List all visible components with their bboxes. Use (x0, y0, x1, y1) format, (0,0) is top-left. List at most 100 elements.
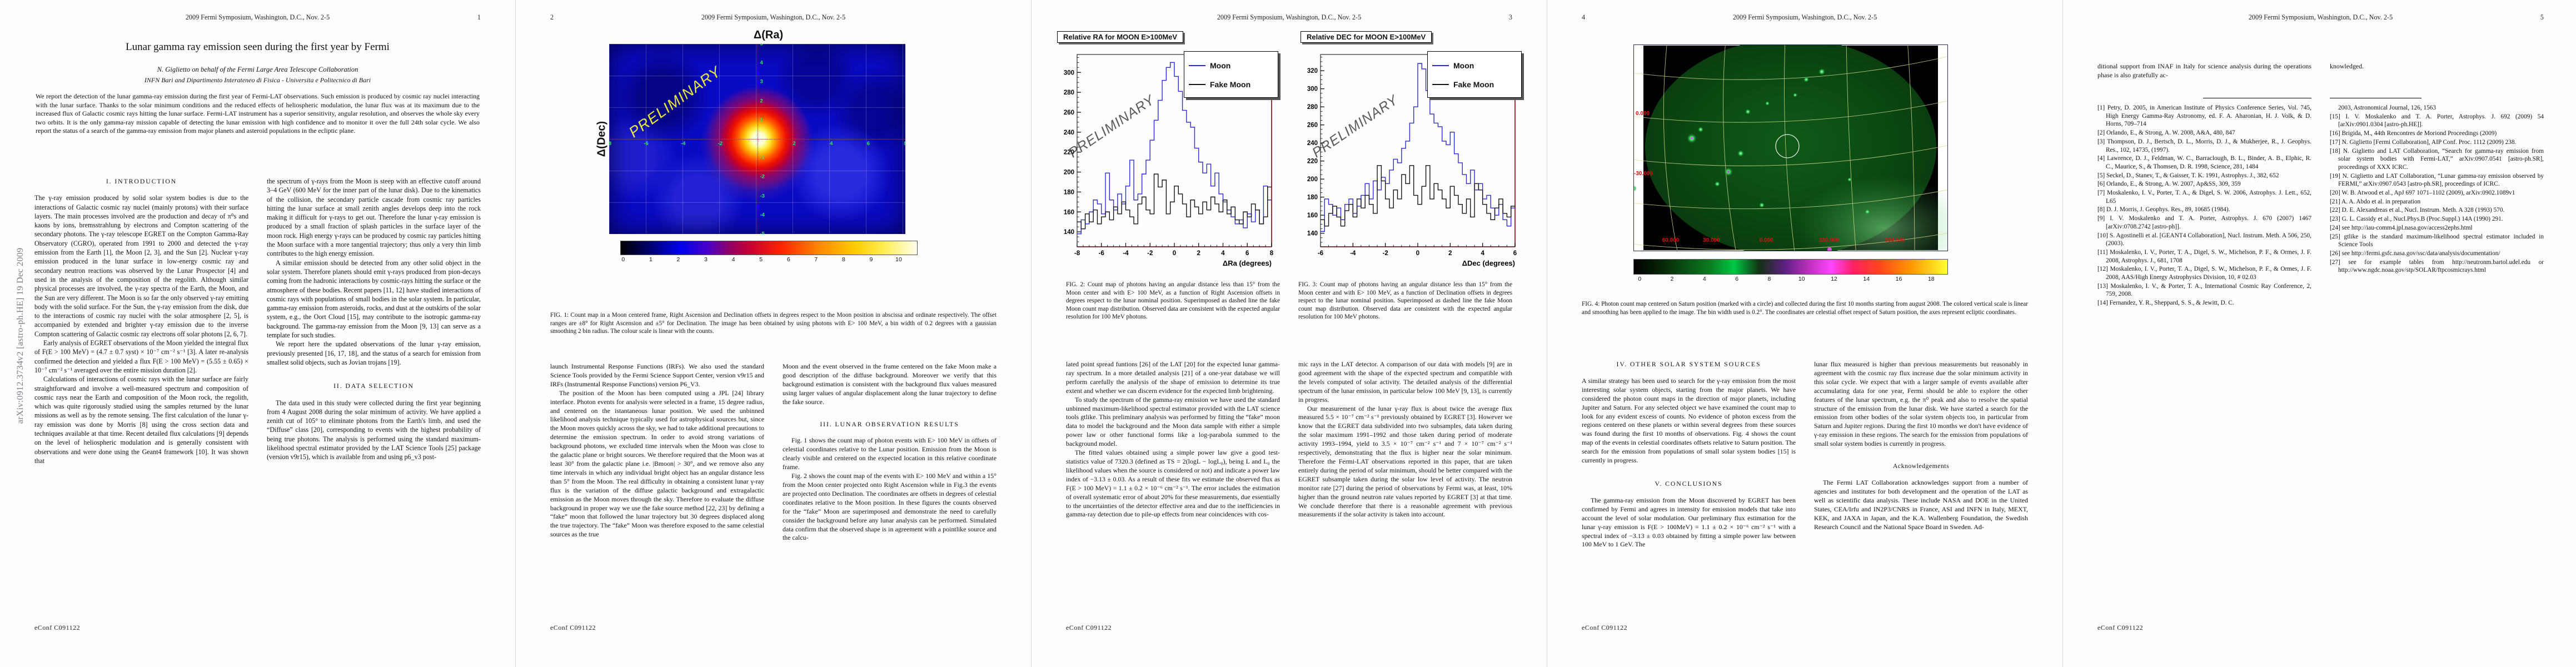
svg-text:4: 4 (1221, 250, 1225, 257)
figure-2-caption: FIG. 2: Count map of photons having an a… (1066, 281, 1280, 321)
x-tick-label: -8 (609, 141, 611, 147)
figure-4-caption: FIG. 4: Photon count map centered on Sat… (1582, 301, 2028, 316)
reference-item: [14] Fernandez, Y. R., Sheppard, S. S., … (2097, 300, 2234, 307)
page-number: 2 (550, 13, 554, 21)
page2-right-column: Moon and the event observed in the frame… (783, 362, 996, 542)
reference-item: [9] I. V. Moskalenko and T. A. Porter, A… (2097, 215, 2311, 230)
reference-item: [26] see http://fermi.gsfc.nasa.gov/ssc/… (2330, 250, 2500, 257)
figure-1-ylabel: Δ(Dec) (595, 121, 608, 157)
reference-item: [8] D. J. Morris, J. Geophys. Res., 89, … (2097, 206, 2230, 213)
moon-line-swatch (1189, 65, 1205, 66)
y-tick-label: 1 (760, 117, 763, 123)
coordinate-label: 60.000 (1662, 237, 1680, 243)
reference-item: [4] Lawrence, D. J., Feldman, W. C., Bar… (2097, 155, 2311, 170)
page2-columns: launch Instrumental Response Functions (… (550, 362, 996, 542)
svg-text:160: 160 (1064, 209, 1074, 216)
colorbar-tick: 7 (814, 256, 818, 263)
figure-2-histogram-ra: Relative RA for MOON E>100MeV PRELIMINAR… (1052, 31, 1278, 270)
reference-item: [2] Orlando, E., & Strong, A. W. 2008, A… (2097, 130, 2235, 137)
bright-limb-glow (1795, 176, 1947, 251)
svg-text:8: 8 (1270, 250, 1274, 257)
legend-label: Fake Moon (1453, 80, 1494, 89)
paragraph: the spectrum of γ-rays from the Moon is … (267, 177, 481, 258)
svg-text:-6: -6 (1318, 250, 1323, 257)
figure-3-caption: FIG. 3: Count map of photons having an a… (1298, 281, 1512, 321)
running-header: 2009 Fermi Symposium, Washington, D.C., … (1582, 13, 2028, 22)
colorbar-tick: 12 (1831, 276, 1837, 282)
svg-text:-4: -4 (1123, 250, 1129, 257)
colorbar-tick: 6 (786, 256, 790, 263)
section-heading-conclusions: V. CONCLUSIONS (1655, 479, 1723, 487)
section-heading-lunar-results: III. LUNAR OBSERVATION RESULTS (820, 420, 959, 428)
reference-item: [7] Moskalenko, I. V., Porter, T. A., & … (2097, 190, 2311, 205)
section-heading-data-selection: II. DATA SELECTION (333, 382, 414, 390)
svg-text:240: 240 (1307, 140, 1318, 147)
paragraph: The γ-ray emission produced by solid sol… (34, 194, 248, 338)
y-tick-label: 2 (760, 98, 763, 104)
references: [1] Petry, D. 2005, in American Institut… (2097, 98, 2544, 308)
figure-1-map: PRELIMINARY -8 -6 -4 -2 2 4 6 8 5 4 3 2 1 -1 -2 -3 -4 -5 (609, 44, 905, 234)
reference-item: [27] see for example tables from http://… (2330, 258, 2544, 274)
running-header-title: 2009 Fermi Symposium, Washington, D.C., … (2248, 13, 2393, 21)
acknowledgements-heading: Acknowledgements (1892, 462, 1950, 470)
affiliation: INFN Bari and Dipartimento Interateneo d… (144, 76, 371, 84)
svg-text:-8: -8 (1074, 250, 1080, 257)
reference-item: [23] G. L. Cassidy et al., Nucl.Phys.B (… (2330, 216, 2503, 223)
figure-4-saturn-map: 0.000 -30.000 60.000 30.000 0.000 330.000 300.… (1633, 44, 1948, 283)
page-1: arXiv:0912.3734v2 [astro-ph.HE] 19 Dec 2… (0, 0, 515, 667)
figure-4-frame: 0.000 -30.000 60.000 30.000 0.000 330.000 300.… (1633, 44, 1948, 251)
legend-item-moon: Moon (1189, 56, 1273, 75)
colorbar-tick: 5 (759, 256, 763, 263)
ecliptic-grid-lines (1634, 45, 1947, 251)
reference-item: [13] Moskalenko, I. V., & Porter, T. A.,… (2097, 282, 2311, 298)
page-2: 2009 Fermi Symposium, Washington, D.C., … (515, 0, 1031, 667)
footer-econf: eConf C091122 (34, 624, 81, 631)
paragraph: ditional support from INAF in Italy for … (2097, 62, 2311, 79)
fake-moon-line-swatch (1189, 84, 1205, 85)
colorbar-tick: 8 (841, 256, 845, 263)
footer-econf: eConf C091122 (1066, 624, 1112, 631)
svg-text:280: 280 (1307, 104, 1318, 111)
page5-top-columns: ditional support from INAF in Italy for … (2097, 62, 2544, 80)
page-number: 5 (2540, 13, 2544, 21)
section-heading-other-sources: IV. OTHER SOLAR SYSTEM SOURCES (1616, 360, 1761, 368)
running-header: 2009 Fermi Symposium, Washington, D.C., … (34, 13, 481, 22)
svg-text:200: 200 (1064, 170, 1074, 176)
fake-moon-line-swatch (1432, 84, 1449, 85)
paragraph: Our measurement of the lunar γ-ray flux … (1298, 404, 1512, 519)
svg-text:160: 160 (1307, 212, 1318, 219)
paragraph: The Fermi LAT Collaboration acknowledges… (1814, 478, 2028, 531)
svg-text:180: 180 (1307, 195, 1318, 201)
page4-left-column: IV. OTHER SOLAR SYSTEM SOURCES A similar… (1582, 360, 1796, 549)
reference-item: [19] N. Giglietto and LAT Collaboration,… (2330, 172, 2544, 188)
colorbar-tick: 14 (1863, 276, 1870, 282)
page3-left-column: lated point spread funtions [26] of the … (1066, 360, 1280, 519)
reference-item: [1] Petry, D. 2005, in American Institut… (2097, 104, 2311, 128)
svg-text:260: 260 (1307, 122, 1318, 129)
reference-item: [20] W. B. Atwood et al., ApJ 697 1071–1… (2330, 190, 2515, 197)
running-header-title: 2009 Fermi Symposium, Washington, D.C., … (701, 13, 846, 21)
svg-text:0: 0 (1173, 250, 1176, 257)
footer-econf: eConf C091122 (550, 624, 596, 631)
running-header: 2009 Fermi Symposium, Washington, D.C., … (1066, 13, 1512, 22)
reference-item: [10] S. Agostinelli et al. [GEANT4 Colla… (2097, 232, 2311, 247)
paragraph: Fig. 1 shows the count map of photon eve… (783, 436, 996, 471)
colorbar-tick: 10 (895, 256, 902, 263)
page1-right-column: the spectrum of γ-rays from the Moon is … (267, 177, 481, 465)
coordinate-label: 0.000 (1759, 237, 1773, 243)
paragraph: The position of the Moon has been comput… (550, 389, 764, 539)
references-right-column: 2003, Astronomical Journal, 126, 1563 [1… (2330, 98, 2544, 308)
running-header-title: 2009 Fermi Symposium, Washington, D.C., … (185, 13, 330, 21)
page-5: 2009 Fermi Symposium, Washington, D.C., … (2062, 0, 2576, 667)
x-tick-label: -2 (718, 141, 723, 147)
saturn-map-graphic (1634, 45, 1947, 251)
colorbar-tick: 6 (1735, 276, 1739, 282)
page4-columns: IV. OTHER SOLAR SYSTEM SOURCES A similar… (1582, 360, 2028, 549)
y-tick-label: 4 (760, 59, 763, 66)
paragraph: We report here the updated observations … (267, 340, 481, 366)
colorbar-tick: 8 (1767, 276, 1771, 282)
page-3: 2009 Fermi Symposium, Washington, D.C., … (1031, 0, 1547, 667)
svg-text:-6: -6 (1099, 250, 1104, 257)
x-tick-label: 2 (793, 141, 796, 147)
